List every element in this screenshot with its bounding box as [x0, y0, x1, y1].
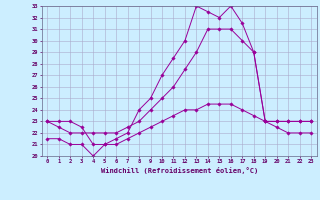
X-axis label: Windchill (Refroidissement éolien,°C): Windchill (Refroidissement éolien,°C) — [100, 167, 258, 174]
